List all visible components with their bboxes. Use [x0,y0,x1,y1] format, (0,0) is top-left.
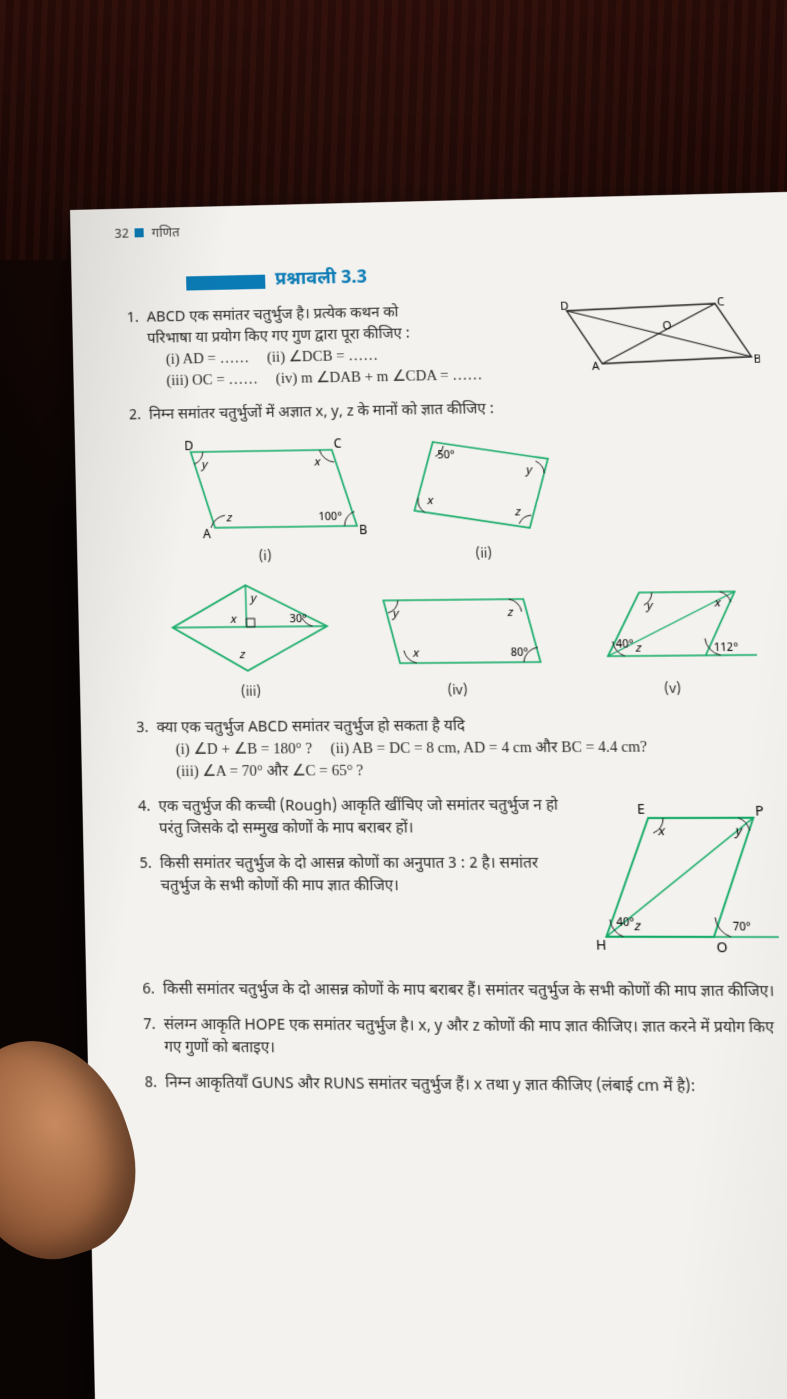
svg-text:30°: 30° [289,613,307,628]
svg-text:y: y [249,592,259,607]
svg-text:x: x [230,613,238,628]
q4-text: एक चतुर्भुज की कच्ची (Rough) आकृति खींचि… [158,796,558,840]
svg-text:D: D [184,439,193,456]
q8-text: निम्न आकृतियाँ GUNS और RUNS समांतर चतुर्… [165,1073,696,1098]
question-8: निम्न आकृतियाँ GUNS और RUNS समांतर चतुर्… [161,1072,787,1100]
svg-text:50°: 50° [437,449,455,464]
svg-text:B: B [359,523,368,540]
q3-opt-iii: (iii) ∠A = 70° और ∠C = 65° ? [176,760,364,783]
q7-text: संलग्न आकृति HOPE एक समांतर चतुर्भुज है।… [164,1015,775,1059]
q2-cap-i: (i) [163,548,369,570]
svg-text:x: x [426,495,434,510]
svg-text:x: x [657,823,666,840]
q2-figrow-1: D C B A 100° x y z (i) [160,424,771,569]
svg-text:z: z [507,606,515,621]
svg-text:40°: 40° [616,638,635,653]
q1-opt-iii: (iii) OC = …… [166,369,258,392]
page-subject: गणित [152,225,180,243]
question-7: संलग्न आकृति HOPE एक समांतर चतुर्भुज है।… [159,1014,787,1063]
exercise-title: प्रश्नावली 3.3 [275,266,368,294]
q3-opt-i: (i) ∠D + ∠B = 180° ? [175,738,312,761]
q2-cap-v: (v) [579,680,766,701]
header-square-icon [134,228,143,237]
svg-text:100°: 100° [318,511,342,526]
svg-text:D: D [560,300,569,315]
svg-text:y: y [733,823,744,840]
question-list: D C B A O ABCD एक समांतर चतुर्भुज है। प्… [116,294,787,1099]
svg-text:z: z [514,506,522,521]
q1-opt-i: (i) AD = …… [166,348,250,371]
question-3: क्या एक चतुर्भुज ABCD समांतर चतुर्भुज हो… [152,713,781,783]
page-number: 32 [114,227,129,244]
svg-text:O: O [662,320,672,335]
svg-text:O: O [716,940,728,959]
q6-text: किसी समांतर चतुर्भुज के दो आसन्न कोणों क… [163,979,775,1002]
q5-text: किसी समांतर चतुर्भुज के दो आसन्न कोणों क… [160,853,539,896]
question-1: D C B A O ABCD एक समांतर चतुर्भुज है। प्… [142,294,761,392]
question-2: निम्न समांतर चतुर्भुजों में अज्ञात x, y,… [145,394,778,705]
q3-options: (i) ∠D + ∠B = 180° ? (ii) AB = DC = 8 cm… [157,736,782,784]
page-header: 32 गणित [114,211,753,246]
q2-fig-iii: 30° x y z (iii) [163,576,337,705]
q1-opt-iv: (iv) m ∠DAB + m ∠CDA = …… [276,365,483,390]
svg-text:E: E [637,802,646,820]
svg-text:B: B [753,353,760,368]
q2-fig-ii: 50° y x z (ii) [391,427,573,566]
question-4: H O P E 40° 70° x y z एक चतुर्भुज की कच्… [154,794,784,840]
svg-text:x: x [412,647,420,662]
svg-text:A: A [592,361,600,373]
svg-text:40°: 40° [616,916,635,931]
svg-text:70°: 70° [733,920,752,935]
svg-text:y: y [391,607,401,622]
q2-cap-ii: (ii) [395,545,573,567]
question-6: किसी समांतर चतुर्भुज के दो आसन्न कोणों क… [159,978,787,1003]
svg-text:A: A [203,527,212,544]
q2-text: निम्न समांतर चतुर्भुजों में अज्ञात x, y,… [149,394,763,426]
q2-cap-iii: (iii) [166,684,337,705]
svg-text:80°: 80° [510,646,529,661]
svg-text:y: y [524,464,534,479]
svg-text:112°: 112° [714,641,739,656]
q2-fig-i: D C B A 100° x y z (i) [160,431,369,570]
q2-fig-v: 40° 112° y x z (v) [575,576,767,701]
svg-text:y: y [645,600,655,615]
q2-fig-iv: 80° x y z (iv) [360,584,553,703]
q1-opt-ii: (ii) ∠DCB = …… [267,345,379,369]
svg-text:z: z [635,642,643,657]
svg-text:z: z [633,918,641,935]
q3-opt-ii: (ii) AB = DC = 8 cm, AD = 4 cm और BC = 4… [330,736,647,760]
svg-text:C: C [717,296,725,310]
exercise-heading: प्रश्नावली 3.3 [186,257,756,296]
q2-figrow-2: 30° x y z (iii) 80° x [163,571,777,705]
q2-cap-iv: (iv) [363,682,553,703]
svg-text:z: z [226,512,234,527]
svg-text:C: C [333,436,342,453]
svg-text:x: x [313,456,321,471]
svg-text:P: P [755,803,765,821]
q7-figure: H O P E 40° 70° x y z [579,798,787,961]
svg-text:y: y [200,459,210,474]
svg-text:z: z [239,649,247,664]
q1-figure: D C B A O [558,296,761,372]
exercise-bar-icon [186,275,265,291]
svg-text:H: H [596,937,607,955]
textbook-page: 32 गणित प्रश्नावली 3.3 D C B A O A B C [70,192,787,1399]
